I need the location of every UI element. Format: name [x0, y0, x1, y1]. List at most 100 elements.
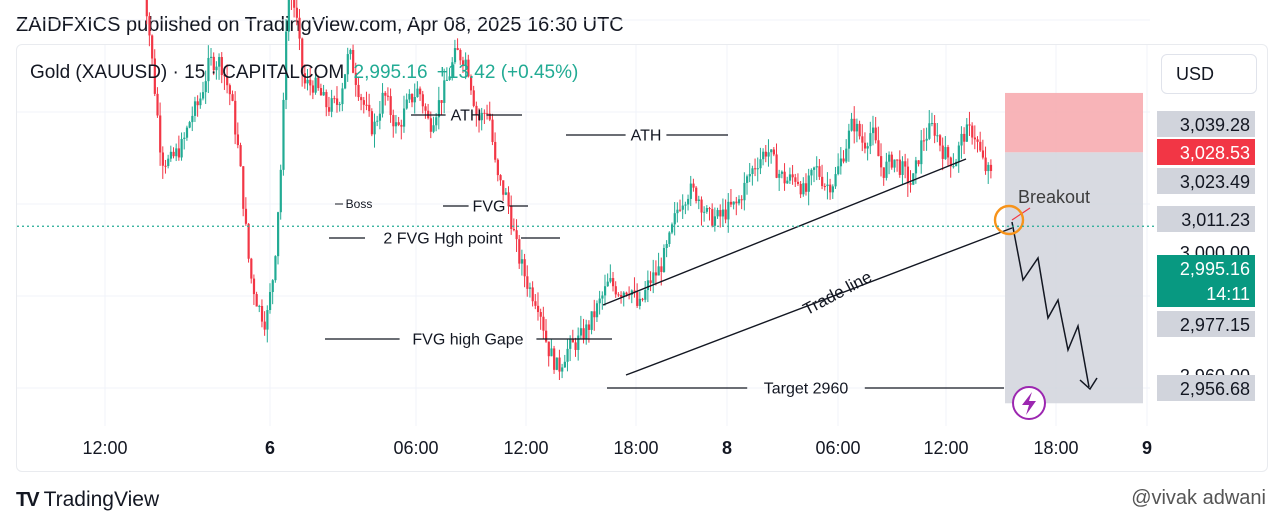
candle-body	[201, 92, 205, 99]
price-label: 3,023.49	[1180, 172, 1250, 192]
candle-body	[528, 287, 532, 289]
candle-body	[617, 294, 620, 296]
candle-body	[419, 88, 422, 95]
candle-body	[839, 158, 843, 167]
candle-body	[333, 98, 336, 100]
candle-body	[807, 175, 810, 192]
candle-body	[888, 154, 891, 162]
candle-body	[676, 209, 679, 214]
candle-body	[837, 166, 840, 175]
candle-body	[853, 118, 856, 132]
candle-body	[354, 72, 357, 85]
candle-body	[491, 119, 494, 142]
candle-body	[252, 278, 256, 295]
candle-body	[536, 305, 540, 313]
annotation-label: FVG	[473, 199, 506, 216]
candle-body	[719, 210, 722, 217]
candle-body	[563, 361, 566, 368]
candle-body	[177, 148, 181, 158]
lightning-icon-bolt	[1022, 392, 1036, 415]
candle-body	[826, 184, 829, 187]
candle-body	[330, 98, 333, 112]
candle-body	[306, 79, 309, 84]
candle-body	[963, 133, 966, 142]
candle-body	[260, 305, 264, 322]
candle-body	[810, 169, 813, 176]
candle-body	[480, 112, 483, 121]
candle-body	[223, 75, 226, 77]
candle-body	[778, 173, 781, 178]
candle-body	[164, 165, 167, 167]
target-zone	[1005, 152, 1143, 404]
currency-button[interactable]: USD	[1161, 54, 1257, 94]
candle-body	[545, 330, 548, 342]
candle-body	[762, 151, 765, 160]
candle-body	[161, 152, 164, 166]
breakout-circle	[993, 204, 1025, 236]
candle-body	[378, 113, 382, 121]
candle-body	[644, 290, 647, 300]
candle-body	[751, 168, 754, 175]
candle-body	[437, 100, 441, 118]
candle-body	[724, 209, 727, 220]
candle-body	[167, 158, 170, 167]
candle-body	[633, 290, 636, 293]
candle-body	[539, 312, 542, 317]
candle-body	[603, 286, 607, 296]
candle-body	[287, 0, 290, 32]
candle-body	[665, 243, 668, 249]
price-label: 2,995.16	[1180, 259, 1250, 279]
candle-body	[695, 187, 698, 201]
candle-body	[815, 166, 818, 168]
candle-body	[989, 164, 993, 171]
candle-body	[735, 201, 738, 204]
candle-body	[716, 210, 719, 217]
candle-body	[703, 211, 706, 213]
candle-body	[904, 161, 907, 167]
candle-body	[148, 16, 151, 36]
time-tick-label: 06:00	[393, 438, 438, 458]
candle-body	[906, 166, 910, 184]
candle-body	[577, 335, 580, 350]
candle-body	[424, 106, 427, 111]
candle-body	[325, 92, 328, 108]
candle-body	[365, 104, 368, 106]
candle-body	[938, 135, 942, 146]
candle-body	[277, 212, 280, 257]
symbol-info: Gold (XAUUSD) · 15 · CAPITALCOM 2,995.16…	[30, 62, 578, 84]
symbol-price: 2,995.16	[353, 62, 428, 83]
candle-body	[268, 292, 272, 311]
tradingview-logo[interactable]: TV TradingView	[16, 488, 159, 512]
candle-body	[729, 201, 733, 205]
candle-body	[770, 149, 773, 153]
candle-body	[743, 182, 746, 201]
candle-body	[486, 113, 489, 115]
candle-body	[847, 130, 851, 149]
candle-body	[574, 342, 577, 350]
candle-body	[885, 161, 888, 178]
candle-body	[445, 79, 449, 81]
candle-body	[705, 208, 709, 212]
candle-body	[413, 96, 416, 103]
time-tick-label: 8	[722, 438, 732, 458]
candle-body	[566, 348, 569, 362]
candle-body	[346, 54, 349, 75]
candle-body	[898, 159, 901, 175]
candle-body	[376, 120, 379, 122]
candle-body	[687, 198, 690, 205]
candle-body	[673, 213, 676, 225]
candle-body	[169, 151, 173, 159]
sell-zone	[1005, 92, 1143, 153]
candle-body	[896, 159, 899, 161]
candle-body	[606, 281, 609, 287]
price-tag	[1157, 375, 1255, 401]
candle-body	[314, 77, 317, 93]
candle-body	[893, 159, 896, 168]
candle-body	[456, 48, 459, 51]
candle-body	[461, 60, 465, 67]
candle-body	[247, 223, 250, 259]
candle-body	[595, 303, 599, 318]
candle-body	[558, 357, 561, 372]
candle-body	[349, 50, 352, 55]
